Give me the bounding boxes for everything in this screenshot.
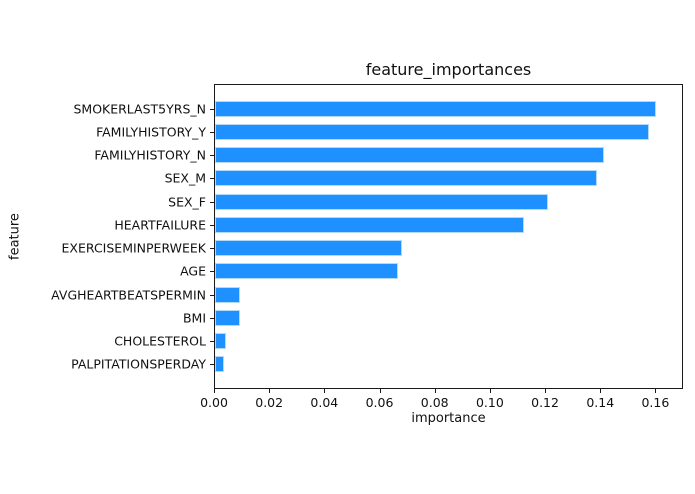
y-tick-label: SMOKERLAST5YRS_N: [73, 101, 206, 117]
y-tick-label: FAMILYHISTORY_N: [94, 147, 206, 163]
x-tick-label: 0.08: [420, 395, 449, 410]
x-axis-ticks: 0.00 0.02 0.04 0.06 0.08 0.10 0.12 0.14 0.16: [200, 389, 683, 415]
bar: [215, 240, 402, 257]
bar-row: SEX_M: [165, 167, 682, 190]
x-tick-label: 0.14: [586, 395, 615, 410]
bar-row: PALPITATIONSPERDAY: [71, 353, 682, 376]
y-tick-label: EXERCISEMINPERWEEK: [61, 240, 206, 256]
y-tick-mark: [210, 271, 214, 273]
bar-row: HEARTFAILURE: [114, 213, 682, 236]
x-tick-mark: [434, 389, 436, 393]
x-tick-mark: [214, 389, 215, 393]
x-tick-label: 0.16: [641, 395, 670, 410]
bar: [215, 193, 549, 210]
bar: [215, 356, 225, 373]
y-tick-mark: [210, 224, 214, 226]
bar: [215, 309, 240, 326]
y-tick-label: CHOLESTEROL: [114, 333, 206, 349]
bar: [215, 286, 240, 303]
x-tick-mark: [600, 389, 602, 393]
bar-row: SEX_F: [168, 190, 682, 213]
x-tick-label: 0.12: [531, 395, 559, 410]
y-tick-mark: [210, 201, 214, 203]
bar-row: FAMILYHISTORY_N: [94, 144, 682, 167]
x-tick-label: 0.10: [475, 395, 504, 410]
x-tick-mark: [269, 389, 271, 393]
y-tick-label: AGE: [180, 263, 206, 279]
y-tick-label: AVGHEARTBEATSPERMIN: [51, 287, 206, 303]
chart-title: feature_importances: [365, 60, 532, 79]
bar: [215, 123, 650, 140]
bar: [215, 147, 604, 164]
y-tick-mark: [210, 248, 214, 250]
bars-container: SMOKERLAST5YRS_N FAMILYHISTORY_Y FAMILYHIS…: [51, 85, 682, 388]
x-tick-label: 0.06: [365, 395, 394, 410]
y-tick-label: SEX_F: [168, 194, 206, 210]
bar-row: AVGHEARTBEATSPERMIN: [51, 283, 682, 306]
bar-row: AGE: [180, 260, 682, 283]
x-tick-mark: [379, 389, 381, 393]
y-axis-label: feature: [7, 213, 23, 260]
y-tick-mark: [210, 294, 214, 296]
bar-row: BMI: [183, 306, 682, 329]
y-tick-mark: [210, 155, 214, 157]
y-tick-label: FAMILYHISTORY_Y: [96, 124, 206, 140]
bar-row: SMOKERLAST5YRS_N: [73, 97, 682, 120]
y-tick-label: BMI: [182, 310, 206, 326]
y-tick-label: PALPITATIONSPERDAY: [71, 356, 206, 372]
bar-row: CHOLESTEROL: [114, 330, 682, 353]
bar: [215, 263, 399, 280]
bar-row: EXERCISEMINPERWEEK: [62, 237, 682, 260]
bar-row: FAMILYHISTORY_Y: [96, 120, 682, 143]
plot-area: SMOKERLAST5YRS_N FAMILYHISTORY_Y FAMILYHIS…: [51, 84, 683, 389]
x-tick-mark: [655, 389, 657, 393]
x-tick-mark: [324, 389, 326, 393]
x-tick-mark: [489, 389, 491, 393]
y-tick-mark: [210, 364, 214, 366]
y-tick-mark: [210, 341, 214, 343]
bar: [215, 333, 226, 350]
bar: [215, 100, 656, 117]
x-tick-mark: [545, 389, 547, 393]
x-axis-label: importance: [411, 411, 486, 426]
y-tick-mark: [210, 131, 214, 133]
y-tick-mark: [210, 317, 214, 319]
x-tick-label: 0.00: [200, 395, 228, 410]
y-tick-mark: [210, 108, 214, 110]
x-tick-label: 0.04: [310, 395, 339, 410]
x-tick-label: 0.02: [255, 395, 284, 410]
y-tick-mark: [210, 178, 214, 180]
bar: [215, 170, 597, 187]
y-tick-label: HEARTFAILURE: [114, 217, 206, 233]
y-tick-label: SEX_M: [164, 170, 206, 186]
bar: [215, 216, 525, 233]
